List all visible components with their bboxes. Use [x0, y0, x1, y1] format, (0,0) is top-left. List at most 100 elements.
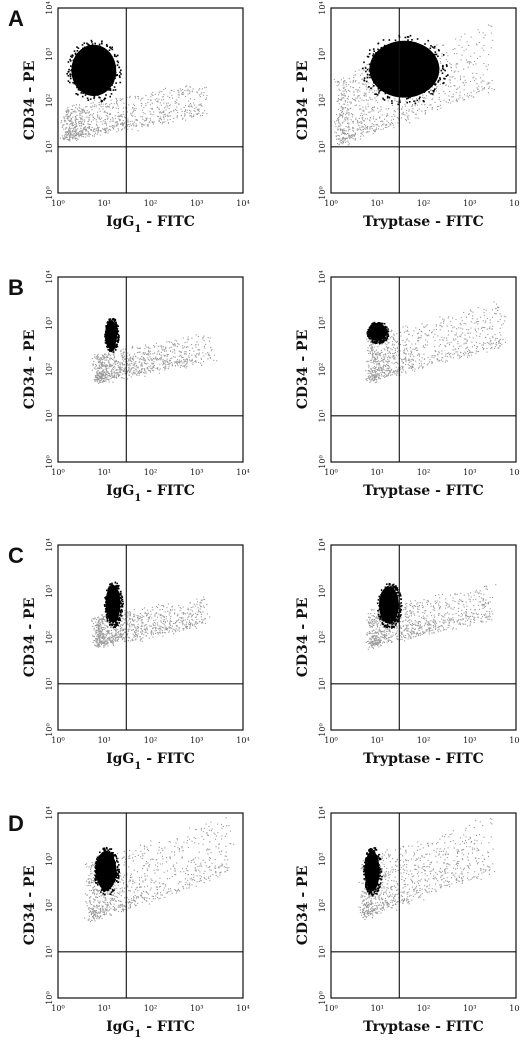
data-point [88, 117, 90, 119]
data-point [104, 333, 106, 336]
data-point [108, 375, 110, 377]
data-point [119, 368, 121, 370]
data-point [183, 106, 185, 108]
data-point [395, 373, 397, 375]
data-point [443, 99, 445, 101]
data-point [95, 368, 97, 370]
data-point [368, 63, 371, 66]
data-point [418, 92, 420, 95]
data-point [405, 120, 407, 122]
data-point [121, 115, 123, 117]
data-point [144, 352, 146, 354]
data-point [86, 106, 88, 108]
data-point [435, 53, 438, 56]
data-point [106, 643, 108, 645]
data-point [115, 327, 118, 329]
data-point [202, 337, 204, 339]
data-point [483, 87, 485, 89]
data-point [172, 609, 174, 611]
data-point [110, 129, 112, 131]
data-point [392, 356, 394, 358]
data-point [342, 77, 344, 79]
data-point [98, 104, 100, 106]
data-point [359, 90, 361, 92]
data-point [368, 68, 370, 70]
data-point [119, 626, 121, 628]
data-point [100, 628, 102, 630]
data-point [175, 624, 177, 626]
data-point [65, 132, 67, 134]
data-point [455, 318, 457, 320]
data-point [470, 80, 472, 82]
data-point [185, 353, 187, 355]
data-point [182, 622, 184, 624]
data-point [342, 87, 344, 89]
data-point [448, 352, 450, 354]
data-point [385, 376, 387, 378]
data-point [133, 613, 135, 615]
data-point [353, 77, 355, 79]
data-point [97, 631, 99, 633]
data-point [143, 625, 145, 627]
data-point [435, 350, 437, 352]
data-point [457, 343, 459, 345]
data-point [110, 99, 112, 101]
data-point [167, 95, 169, 97]
data-point [69, 60, 72, 62]
x-axis-label: IgG1 - FITC [106, 483, 195, 504]
data-point [177, 629, 179, 631]
data-point [436, 86, 438, 88]
data-point [378, 344, 380, 346]
data-point [110, 355, 112, 357]
data-point [371, 346, 373, 348]
data-point [380, 372, 382, 374]
data-point [146, 353, 148, 355]
data-point [188, 615, 190, 617]
data-point [381, 342, 383, 344]
data-point [124, 638, 126, 640]
data-point [102, 128, 104, 130]
data-point [119, 364, 121, 366]
data-point [491, 25, 493, 27]
data-point [110, 626, 112, 628]
data-point [171, 95, 173, 97]
data-point [130, 376, 132, 378]
data-point [104, 335, 106, 338]
data-point [476, 87, 478, 89]
data-point [464, 33, 466, 35]
data-point [366, 84, 368, 86]
data-point [391, 344, 393, 346]
data-point [104, 97, 107, 100]
data-point [476, 321, 478, 323]
data-point [117, 115, 119, 117]
data-point [408, 365, 410, 367]
data-point [107, 374, 109, 376]
data-point [371, 346, 373, 348]
data-point [379, 374, 381, 376]
data-point [76, 108, 78, 110]
data-point [409, 34, 412, 37]
data-point [363, 94, 365, 96]
data-point [160, 112, 162, 114]
data-point [411, 363, 413, 365]
data-point [386, 364, 388, 366]
data-point [107, 326, 109, 328]
data-point [376, 373, 378, 375]
data-point [350, 103, 352, 105]
data-point [470, 62, 472, 64]
data-point [487, 82, 489, 84]
data-point [140, 371, 142, 373]
data-point [440, 62, 442, 64]
data-point [347, 119, 349, 121]
data-point [336, 120, 338, 122]
data-point [467, 66, 469, 68]
data-point [185, 351, 187, 353]
data-point [168, 360, 170, 362]
data-point [486, 318, 488, 320]
data-point [90, 129, 92, 131]
data-point [121, 355, 123, 357]
data-point [68, 139, 70, 141]
data-point [104, 122, 106, 124]
data-point [126, 370, 128, 372]
data-point [389, 124, 391, 126]
